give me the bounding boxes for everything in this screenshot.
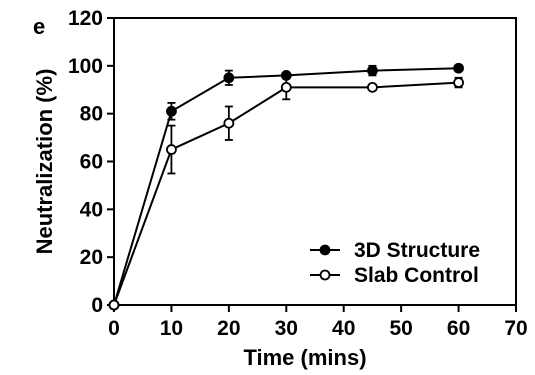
x-tick-label: 40 <box>332 317 355 340</box>
data-point <box>108 299 120 311</box>
data-point <box>453 77 464 88</box>
x-tick-label: 10 <box>160 317 183 340</box>
x-tick-label: 0 <box>108 317 120 340</box>
legend-marker <box>319 244 331 256</box>
y-tick-label: 20 <box>80 246 103 269</box>
legend-entry: 3D Structure <box>310 239 480 262</box>
data-point <box>166 144 177 155</box>
y-tick-label: 40 <box>80 198 103 221</box>
y-tick-label: 120 <box>68 7 103 30</box>
data-point <box>223 117 235 129</box>
data-point <box>280 81 292 93</box>
panel-label: e <box>33 14 45 39</box>
y-tick-label: 100 <box>68 55 103 78</box>
legend-marker <box>319 269 331 281</box>
x-tick-label: 50 <box>389 317 412 340</box>
legend-label: Slab Control <box>354 264 479 287</box>
data-point <box>453 62 464 74</box>
series-line <box>113 81 459 306</box>
series-solid <box>108 62 464 311</box>
data-point <box>367 81 378 93</box>
legend-entry: Slab Control <box>310 264 479 287</box>
series-open <box>108 74 464 311</box>
x-tick-label: 30 <box>275 317 298 340</box>
x-axis: 0 10 20 30 40 50 60 70 <box>108 305 528 340</box>
x-axis-title: Time (mins) <box>243 345 366 370</box>
x-tick-label: 60 <box>447 317 470 340</box>
data-point <box>367 65 378 77</box>
data-point <box>166 105 177 117</box>
legend-label: 3D Structure <box>354 239 480 262</box>
y-tick-label: 60 <box>80 151 103 174</box>
x-tick-label: 70 <box>504 317 527 340</box>
x-tick-label: 20 <box>217 317 240 340</box>
series-line <box>113 67 459 306</box>
y-tick-label: 0 <box>91 294 103 317</box>
y-axis: 0 20 40 60 80 100 120 <box>68 7 114 317</box>
series-layer <box>108 62 464 311</box>
y-axis-title: Neutralization (%) <box>32 69 57 255</box>
y-tick-label: 80 <box>80 103 103 126</box>
data-point <box>223 72 235 84</box>
